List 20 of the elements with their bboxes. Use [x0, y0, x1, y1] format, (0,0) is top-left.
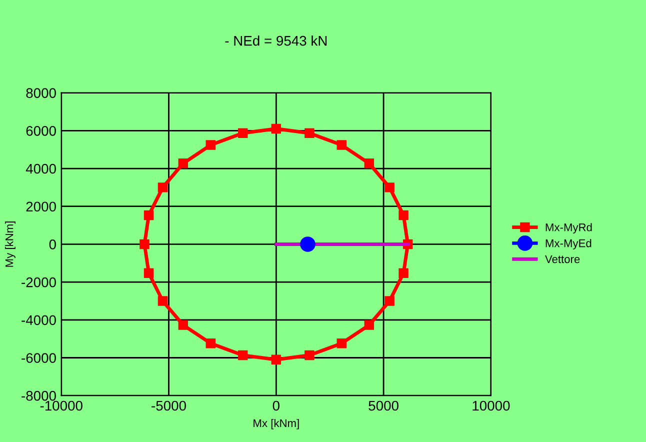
y-tick-label: -4000	[22, 315, 56, 326]
legend-label: Vettore	[545, 255, 580, 264]
y-tick-label: -2000	[22, 277, 56, 288]
y-tick-label: 0	[49, 240, 56, 250]
y-tick-label: 6000	[26, 126, 56, 136]
x-tick-label: 5000	[368, 400, 398, 411]
x-tick-label: 10000	[472, 400, 510, 411]
y-axis-title: My [kNm]	[5, 222, 16, 267]
x-tick-label: -5000	[152, 400, 186, 411]
legend-label: Mx-MyEd	[546, 239, 592, 250]
x-tick-label: -10000	[40, 400, 82, 411]
y-tick-label: -8000	[22, 390, 56, 401]
x-tick-label: 0	[272, 400, 280, 411]
x-axis-title: Mx [kNm]	[254, 418, 299, 430]
y-tick-label: -6000	[22, 353, 56, 363]
chart-title: - NEd = 9543 kN	[225, 36, 327, 46]
y-tick-label: 2000	[26, 202, 56, 212]
legend-label: Mx-MyRd	[546, 223, 592, 234]
y-tick-label: 4000	[26, 164, 56, 174]
y-tick-label: 8000	[26, 88, 56, 98]
